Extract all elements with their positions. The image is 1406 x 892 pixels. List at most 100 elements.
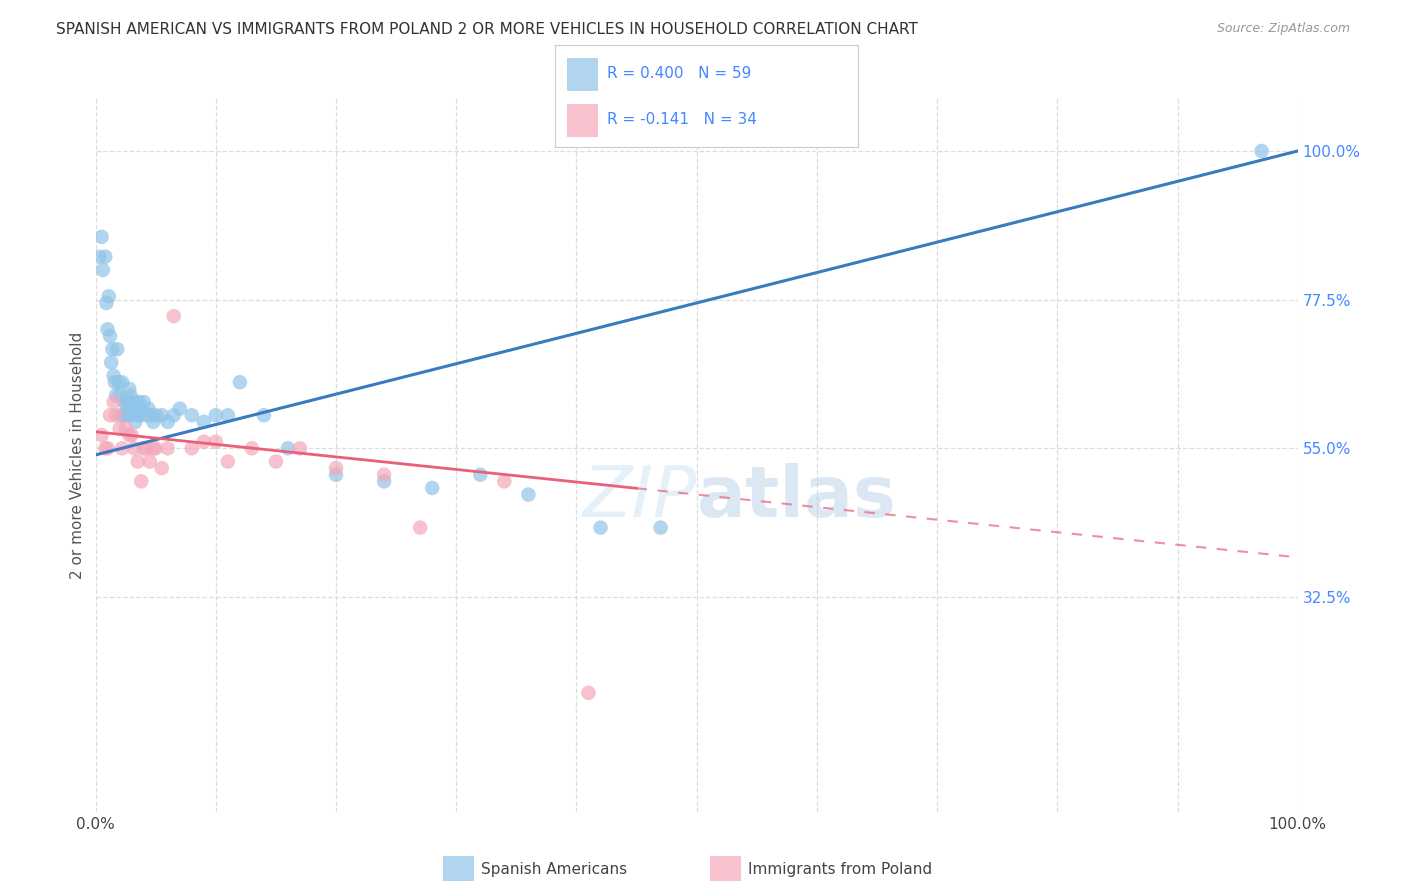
Point — [420, 481, 443, 495]
Text: Immigrants from Poland: Immigrants from Poland — [748, 863, 932, 877]
Point — [240, 442, 263, 456]
Point — [180, 409, 202, 423]
Point — [114, 395, 136, 409]
Point — [205, 434, 228, 449]
Point — [112, 409, 135, 423]
Point — [111, 442, 134, 456]
Point — [103, 368, 125, 383]
Text: R = -0.141   N = 34: R = -0.141 N = 34 — [607, 112, 756, 127]
Point — [150, 409, 173, 423]
Point — [150, 461, 173, 475]
Point — [129, 401, 152, 416]
Point — [325, 461, 347, 475]
Point — [124, 415, 146, 429]
Point — [145, 409, 167, 423]
Point — [108, 421, 131, 435]
Point — [105, 342, 128, 356]
Point — [110, 409, 132, 423]
Point — [90, 428, 112, 442]
Point — [277, 442, 299, 456]
Point — [217, 454, 239, 468]
Point — [91, 263, 114, 277]
Point — [114, 421, 136, 435]
Point — [98, 329, 121, 343]
Point — [121, 428, 143, 442]
Point — [145, 442, 167, 456]
Point — [373, 475, 395, 489]
Point — [409, 520, 432, 534]
Point — [107, 376, 129, 390]
Point — [108, 388, 131, 402]
Point — [180, 442, 202, 456]
Point — [470, 467, 492, 482]
Point — [132, 442, 155, 456]
Point — [100, 355, 122, 369]
Point — [139, 409, 162, 423]
Point — [589, 520, 612, 534]
Point — [89, 250, 111, 264]
Point — [288, 442, 311, 456]
Point — [135, 442, 157, 456]
Bar — [568, 58, 598, 91]
Point — [122, 442, 145, 456]
Point — [117, 395, 139, 409]
Point — [97, 442, 120, 456]
Point — [98, 409, 121, 423]
Point — [90, 230, 112, 244]
Point — [163, 409, 186, 423]
Y-axis label: 2 or more Vehicles in Household: 2 or more Vehicles in Household — [70, 331, 86, 579]
Text: R = 0.400   N = 59: R = 0.400 N = 59 — [607, 66, 751, 81]
Text: SPANISH AMERICAN VS IMMIGRANTS FROM POLAND 2 OR MORE VEHICLES IN HOUSEHOLD CORRE: SPANISH AMERICAN VS IMMIGRANTS FROM POLA… — [56, 22, 918, 37]
Point — [127, 454, 149, 468]
Point — [578, 686, 600, 700]
Point — [253, 409, 276, 423]
Point — [97, 322, 120, 336]
Point — [264, 454, 287, 468]
Point — [650, 520, 672, 534]
Point — [127, 409, 149, 423]
Point — [104, 376, 127, 390]
Point — [217, 409, 239, 423]
Point — [138, 401, 160, 416]
Text: atlas: atlas — [697, 463, 897, 533]
Text: Spanish Americans: Spanish Americans — [481, 863, 627, 877]
Point — [128, 395, 150, 409]
Point — [120, 388, 142, 402]
Point — [105, 388, 128, 402]
Point — [325, 467, 347, 482]
Point — [97, 289, 120, 303]
Point — [129, 475, 152, 489]
Point — [122, 395, 145, 409]
Point — [193, 434, 215, 449]
Point — [169, 401, 191, 416]
Point — [114, 395, 136, 409]
Text: Source: ZipAtlas.com: Source: ZipAtlas.com — [1216, 22, 1350, 36]
Point — [373, 467, 395, 482]
Text: ZIP: ZIP — [582, 463, 697, 533]
Point — [121, 409, 143, 423]
Point — [94, 442, 117, 456]
Point — [517, 487, 540, 501]
Point — [101, 342, 124, 356]
Point — [125, 401, 148, 416]
Bar — [568, 104, 598, 137]
Point — [142, 442, 165, 456]
Point — [142, 415, 165, 429]
Point — [1250, 144, 1272, 158]
Point — [118, 428, 141, 442]
Point — [94, 250, 117, 264]
Point — [115, 409, 138, 423]
Point — [96, 296, 118, 310]
Point — [163, 309, 186, 323]
Point — [132, 395, 155, 409]
Point — [122, 401, 145, 416]
Point — [229, 376, 252, 390]
Point — [103, 395, 125, 409]
Point — [205, 409, 228, 423]
Point — [494, 475, 516, 489]
Point — [129, 409, 152, 423]
Point — [193, 415, 215, 429]
Point — [118, 382, 141, 396]
Point — [156, 415, 179, 429]
Point — [105, 409, 128, 423]
